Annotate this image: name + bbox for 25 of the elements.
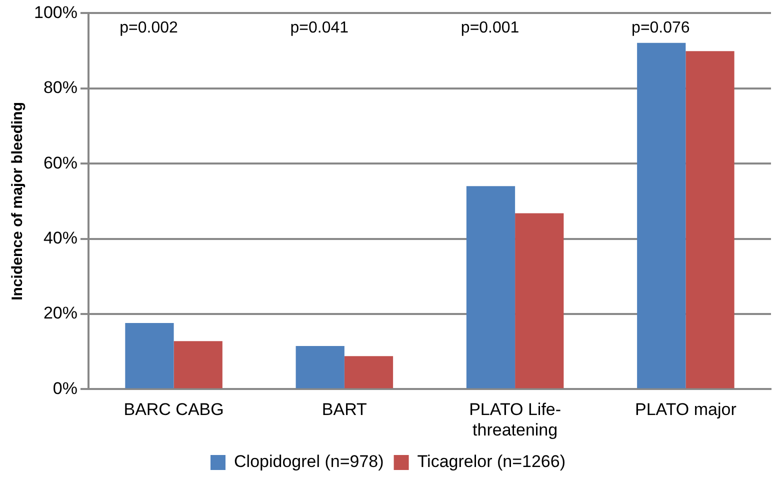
bar bbox=[344, 356, 394, 388]
bar bbox=[466, 186, 516, 388]
y-axis-title: Incidence of major bleeding bbox=[9, 102, 26, 300]
x-tick-label: PLATO Life-threatening bbox=[469, 400, 562, 440]
x-tick-label: PLATO major bbox=[634, 400, 737, 420]
legend-label: Ticagrelor (n=1266) bbox=[417, 452, 566, 472]
y-tick-label: 40% bbox=[43, 228, 78, 248]
y-tick-label: 60% bbox=[43, 153, 78, 172]
bar bbox=[686, 51, 734, 388]
bar bbox=[174, 341, 222, 388]
y-tick-label: 100% bbox=[34, 2, 78, 22]
bar bbox=[637, 42, 686, 388]
annotation: p=0.002 bbox=[120, 20, 178, 37]
legend-label: Clopidogrel (n=978) bbox=[234, 452, 384, 472]
bar bbox=[125, 323, 174, 388]
bar bbox=[296, 346, 344, 388]
annotation: p=0.041 bbox=[290, 20, 349, 37]
y-tick-label: 20% bbox=[43, 304, 78, 323]
y-tick-label: 0% bbox=[52, 378, 78, 398]
x-tick-label: BART bbox=[322, 400, 367, 420]
annotation: p=0.076 bbox=[632, 20, 690, 37]
bar bbox=[515, 213, 564, 388]
annotation: p=0.001 bbox=[460, 20, 520, 37]
x-tick-label: BARC CABG bbox=[124, 400, 224, 420]
y-tick-label: 80% bbox=[43, 78, 78, 98]
